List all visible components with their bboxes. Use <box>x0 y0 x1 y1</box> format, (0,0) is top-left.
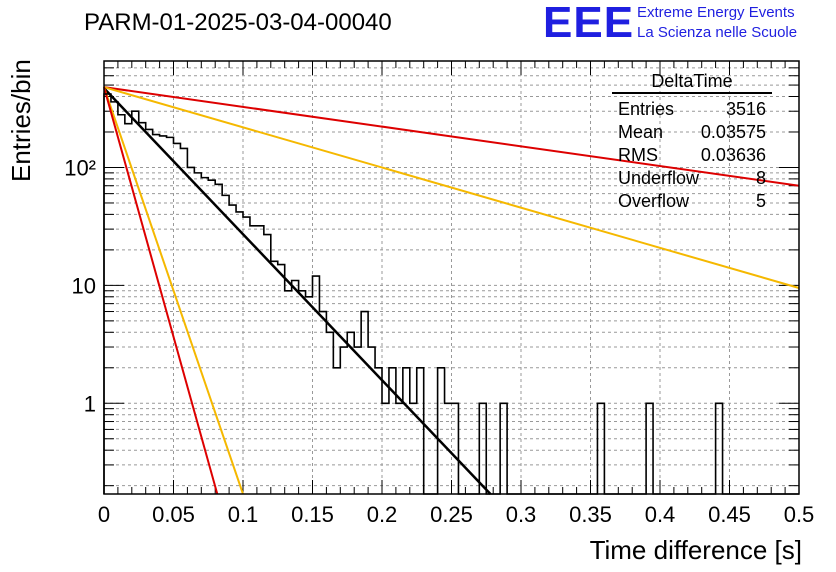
stats-row-rms: RMS 0.03636 <box>612 144 778 167</box>
y-tick-label: 10 <box>72 273 96 298</box>
run-title: PARM-01-2025-03-04-00040 <box>84 9 392 36</box>
stats-value: 8 <box>755 168 766 188</box>
histogram-bin <box>646 403 653 494</box>
x-tick-label: 0.15 <box>291 502 334 527</box>
fit-line-2 <box>103 87 492 495</box>
histogram-bin <box>389 368 396 494</box>
histogram-bin <box>236 212 243 494</box>
stats-row-mean: Mean 0.03575 <box>612 121 778 144</box>
histogram-bin <box>347 332 354 494</box>
histogram-bin <box>208 180 215 494</box>
stats-value: 0.03636 <box>700 145 766 165</box>
histogram-bin <box>340 347 347 494</box>
histogram-bin <box>111 102 118 494</box>
stats-value: 5 <box>755 191 766 211</box>
x-tick-label: 0.45 <box>708 502 751 527</box>
histogram-bin <box>250 226 257 494</box>
fit-line-1 <box>103 86 800 289</box>
histogram-bin <box>187 167 194 494</box>
y-axis-ticks: 1 10 10² <box>64 60 799 487</box>
stats-value: 0.03575 <box>700 122 766 142</box>
histogram-bin <box>479 403 486 494</box>
stats-row-entries: Entries 3516 <box>612 98 778 121</box>
histogram-bin <box>319 312 326 494</box>
histogram-bin <box>118 115 125 494</box>
x-tick-label: 0.5 <box>784 502 815 527</box>
histogram-bin <box>257 226 264 494</box>
histogram-bin <box>403 368 410 494</box>
x-tick-label: 0.35 <box>569 502 612 527</box>
histogram-bin <box>194 173 201 494</box>
histogram-bin <box>438 368 445 494</box>
histogram-bin <box>271 261 278 494</box>
histogram-bin <box>326 332 333 494</box>
x-tick-label: 0 <box>98 502 110 527</box>
stats-label: Underflow <box>618 168 700 188</box>
stats-row-underflow: Underflow 8 <box>612 167 778 190</box>
x-axis-label: Time difference [s] <box>589 535 802 565</box>
stats-label: Mean <box>618 122 664 142</box>
histogram-bin <box>417 368 424 494</box>
stats-value: 3516 <box>725 99 766 119</box>
x-tick-label: 0.2 <box>367 502 398 527</box>
histogram-bin <box>292 280 299 494</box>
eee-subtitle-1: Extreme Energy Events <box>637 4 795 21</box>
histogram-bin <box>243 217 250 494</box>
fit-lines <box>103 86 800 495</box>
histogram-bin <box>278 265 285 494</box>
histogram-bin <box>333 368 340 494</box>
histogram-bin <box>375 368 382 494</box>
histogram-bin <box>716 403 723 494</box>
histogram-bin <box>382 403 389 494</box>
histogram-bin <box>264 235 271 494</box>
x-tick-label: 0.3 <box>506 502 537 527</box>
stats-row-overflow: Overflow 5 <box>612 190 778 213</box>
histogram-bin <box>160 136 167 494</box>
eee-subtitle-2: La Scienza nelle Scuole <box>637 24 798 41</box>
plot-frame <box>103 60 800 495</box>
eee-logo: EEE <box>543 0 635 47</box>
y-axis-label-text: Entries/bin <box>6 59 36 182</box>
fit-line-3 <box>103 86 244 495</box>
stats-label: Entries <box>618 99 675 119</box>
stats-box: DeltaTime Entries 3516 Mean 0.03575 RMS 0.0… <box>612 70 778 213</box>
histogram-bin <box>215 184 222 494</box>
histogram-bin <box>500 403 507 494</box>
histogram-bin <box>361 312 368 494</box>
fit-line-0 <box>103 86 800 187</box>
histogram-bin <box>153 135 160 494</box>
x-tick-label: 0.05 <box>152 502 195 527</box>
fit-line-4 <box>103 86 219 495</box>
grid-lines <box>104 60 799 494</box>
histogram-bin <box>354 347 361 494</box>
x-axis-ticks: 0 0.05 0.1 0.15 0.2 0.25 0.3 0.35 0.4 0.45 0.5 <box>98 61 814 527</box>
x-tick-label: 0.4 <box>645 502 676 527</box>
x-tick-label: 0.1 <box>228 502 259 527</box>
y-tick-label: 1 <box>84 391 96 416</box>
histogram-bin <box>174 143 181 494</box>
stats-label: RMS <box>618 145 658 165</box>
stats-label: Overflow <box>618 191 690 211</box>
y-tick-label: 10² <box>64 155 96 180</box>
histogram-bin <box>104 94 111 494</box>
histogram-bin <box>452 403 459 494</box>
x-tick-label: 0.25 <box>430 502 473 527</box>
histogram-bin <box>597 403 604 494</box>
histogram-bin <box>396 403 403 494</box>
stats-title: DeltaTime <box>612 70 772 94</box>
